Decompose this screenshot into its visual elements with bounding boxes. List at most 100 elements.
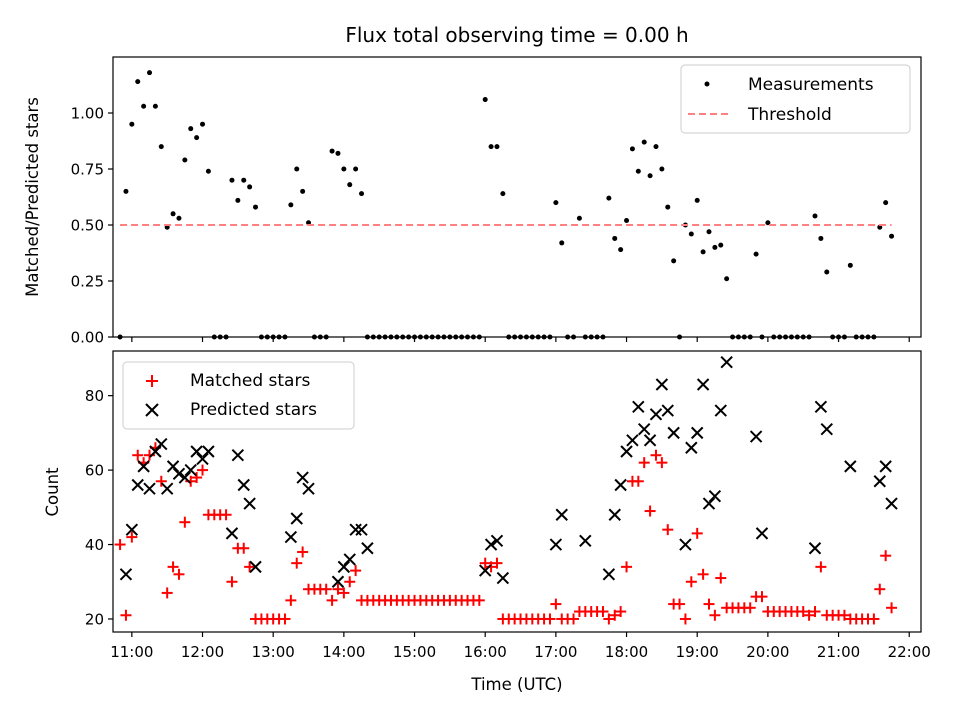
predicted-point — [696, 378, 710, 391]
predicted-point — [691, 426, 704, 440]
matched-point — [238, 542, 250, 554]
measurement-point — [241, 177, 247, 183]
predicted-point — [231, 449, 245, 462]
predicted-point — [284, 530, 298, 544]
top-plot: 0.00 0.25 0.50 0.75 1.00 Matched/Predicted s… — [23, 56, 922, 347]
measurement-point — [618, 247, 624, 253]
matched-point — [185, 475, 197, 487]
matched-point — [603, 613, 615, 625]
x-tick-label: 18:00 — [605, 643, 648, 661]
x-tick-label: 20:00 — [746, 643, 789, 661]
top-y-axis-label: Matched/Predicted stars — [23, 97, 42, 297]
bottom-y-tick-label: 20 — [85, 610, 104, 628]
measurement-point — [812, 213, 818, 219]
predicted-point — [714, 404, 727, 417]
matched-point — [615, 606, 627, 618]
measurement-point — [347, 182, 353, 188]
predicted-point — [490, 534, 504, 548]
matched-point — [167, 561, 179, 573]
top-x-axis — [131, 337, 910, 342]
measurement-point — [141, 103, 147, 109]
predicted-point — [608, 508, 621, 521]
predicted-point — [196, 452, 209, 466]
predicted-point — [667, 426, 680, 440]
measurement-point — [712, 244, 718, 250]
matched-point — [809, 606, 821, 618]
bottom-x-axis: 11:00 12:00 13:00 14:00 15:00 16:00 17:00 18:00… — [110, 632, 931, 661]
measurement-point — [194, 135, 200, 141]
predicted-point — [202, 445, 215, 458]
measurement-point — [482, 97, 488, 103]
measurement-point — [824, 269, 830, 275]
predicted-point — [720, 355, 733, 369]
predicted-point — [249, 560, 262, 574]
bottom-plot-frame — [112, 350, 922, 633]
predicted-point — [361, 542, 374, 555]
predicted-point — [814, 400, 828, 414]
matched-point — [691, 527, 703, 539]
matched-point — [338, 587, 350, 599]
measurement-point — [335, 150, 341, 156]
measurement-point — [612, 235, 618, 241]
predicted-point — [496, 571, 510, 585]
measurement-point — [559, 240, 565, 246]
predicted-point — [137, 460, 150, 473]
legend-predicted-marker — [145, 403, 159, 417]
measurement-point — [488, 144, 494, 150]
predicted-point — [602, 568, 616, 581]
measurement-point — [247, 184, 253, 190]
predicted-point — [620, 445, 633, 458]
predicted-point — [343, 553, 356, 566]
matched-point — [126, 531, 138, 543]
top-y-tick-label: 0.75 — [71, 161, 104, 179]
matched-point — [114, 539, 126, 551]
predicted-point — [296, 471, 309, 484]
measurement-point — [718, 242, 724, 248]
matched-point — [544, 613, 556, 625]
predicted-point — [243, 497, 256, 510]
measurement-point — [847, 262, 853, 268]
matched-point — [291, 557, 303, 569]
matched-point — [226, 576, 238, 588]
x-tick-label: 21:00 — [817, 643, 860, 661]
matched-point — [815, 561, 827, 573]
x-axis-label: Time (UTC) — [470, 675, 562, 694]
predicted-point — [808, 542, 822, 555]
measurement-point — [294, 166, 300, 172]
measurement-point — [152, 103, 158, 109]
predicted-point — [237, 478, 250, 492]
matched-point — [491, 557, 503, 569]
matched-point — [344, 576, 356, 588]
measurement-point — [553, 200, 559, 206]
predicted-point — [184, 463, 197, 477]
matched-point — [656, 457, 668, 469]
bottom-legend: Matched stars Predicted stars — [122, 361, 355, 430]
predicted-point — [119, 568, 133, 581]
bottom-y-tick-label: 40 — [85, 536, 104, 554]
measurement-point — [753, 251, 759, 257]
measurement-point — [641, 139, 647, 145]
predicted-point — [290, 512, 303, 525]
matched-point — [155, 475, 167, 487]
measurement-point — [694, 197, 700, 203]
matched-point — [479, 557, 491, 569]
matched-point — [320, 583, 332, 595]
matched-point — [191, 472, 203, 484]
predicted-point — [160, 482, 174, 495]
measurement-point — [624, 218, 630, 224]
matched-point — [662, 524, 674, 536]
measurement-point — [170, 211, 176, 217]
predicted-point — [885, 497, 898, 510]
predicted-point — [149, 445, 162, 458]
measurement-point — [353, 166, 359, 172]
matched-point — [685, 576, 697, 588]
measurement-point — [329, 148, 335, 154]
predicted-point — [614, 478, 627, 492]
legend-measurement-marker — [704, 81, 710, 87]
predicted-point — [549, 538, 563, 551]
legend-threshold-label: Threshold — [747, 105, 832, 125]
matched-point — [756, 591, 768, 603]
predicted-point — [649, 408, 663, 421]
matched-point — [244, 561, 256, 573]
